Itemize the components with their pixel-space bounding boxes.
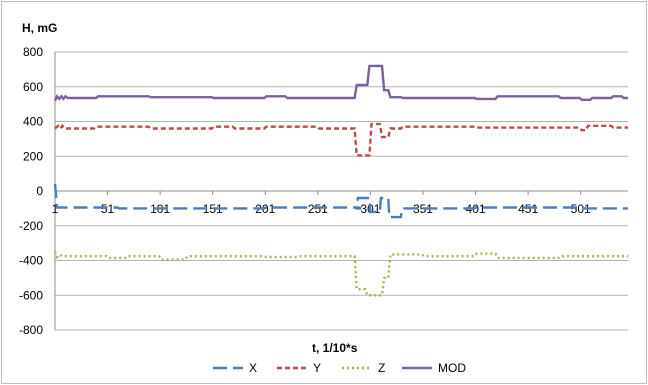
x-tick-label: 1 — [52, 202, 59, 216]
x-tick-label: 151 — [203, 202, 223, 216]
y-tick-label: -200 — [19, 219, 43, 233]
x-tick-label: 51 — [101, 202, 115, 216]
x-tick-label: 351 — [413, 202, 433, 216]
legend: X Y Z MOD — [213, 361, 466, 375]
y-tick-label: 200 — [23, 149, 43, 163]
x-tick-label: 251 — [308, 202, 328, 216]
y-tick-label: 0 — [36, 184, 43, 198]
y-tick-label: -800 — [19, 323, 43, 337]
legend-label: X — [249, 361, 257, 375]
y-tick-label: 400 — [23, 115, 43, 129]
y-tick-label: -600 — [19, 288, 43, 302]
series-line-y — [54, 122, 628, 157]
y-axis-title: H, mG — [22, 21, 57, 35]
x-axis-title: t, 1/10*s — [312, 341, 358, 355]
y-tick-labels: 800 600 400 200 0 -200 -400 -600 -800 — [19, 45, 43, 337]
series-line-x — [53, 183, 628, 219]
legend-label: MOD — [438, 361, 466, 375]
legend-label: Z — [378, 361, 385, 375]
x-tick-label: 451 — [518, 202, 538, 216]
series-line-mod — [53, 64, 628, 102]
y-tick-label: 600 — [23, 80, 43, 94]
legend-label: Y — [313, 361, 321, 375]
series-lines — [53, 64, 628, 297]
x-tick-label: 401 — [466, 202, 486, 216]
series-line-z — [53, 251, 628, 297]
y-tick-label: -400 — [19, 254, 43, 268]
y-tick-label: 800 — [23, 45, 43, 59]
x-axis: 1 51 101 151 201 251 301 351 401 451 501 — [52, 190, 628, 216]
x-tick-label: 501 — [571, 202, 591, 216]
